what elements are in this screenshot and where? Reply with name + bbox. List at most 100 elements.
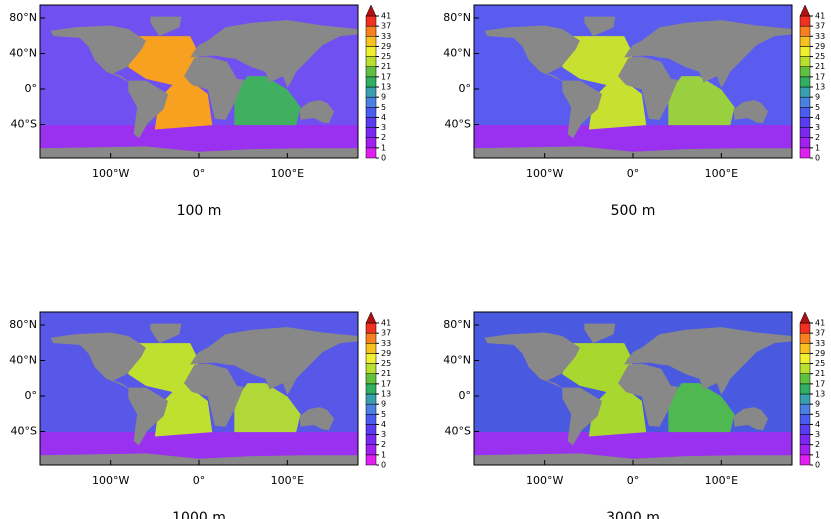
atlantic: [562, 36, 647, 130]
colorbar-band: [365, 56, 377, 67]
colorbar-label: 5: [815, 410, 820, 419]
colorbar-band: [365, 147, 377, 159]
colorbar-label: 37: [815, 329, 825, 338]
colorbar-band: [799, 322, 811, 334]
map: [40, 312, 358, 465]
land: [584, 323, 616, 344]
map-panel: 80°N 40°N 0° 40°S 100°W 0° 100°E 500 m 0 12345913…: [443, 4, 825, 219]
colorbar-label: 1: [381, 143, 386, 152]
lat-tick-label: 80°N: [9, 318, 37, 331]
land: [128, 387, 169, 446]
colorbar-label: 21: [381, 62, 391, 71]
colorbar-label: 9: [381, 93, 386, 102]
colorbar-band: [365, 107, 377, 118]
map: [474, 312, 792, 465]
colorbar-label: 25: [815, 52, 825, 61]
colorbar-band: [365, 383, 377, 395]
colorbar-label: 3: [815, 430, 820, 439]
panel-caption: 500 m: [611, 203, 656, 219]
land: [617, 56, 679, 120]
land: [733, 100, 769, 124]
land: [40, 453, 358, 465]
lon-tick-label: 0°: [627, 474, 640, 487]
lat-tick-label: 40°N: [9, 47, 37, 60]
colorbar-label: 13: [815, 83, 825, 92]
atlantic: [562, 343, 647, 437]
map: [474, 5, 792, 158]
lon-tick-label: 100°E: [705, 474, 738, 487]
atlantic: [128, 36, 213, 130]
colorbar-label: 0: [815, 461, 820, 470]
colorbar-band: [365, 66, 377, 78]
colorbar-band: [799, 383, 811, 395]
lat-tick-label: 0°: [459, 389, 472, 402]
colorbar-label: 29: [815, 349, 825, 358]
land: [50, 332, 146, 390]
colorbar-band: [365, 454, 377, 466]
colorbar-band: [799, 147, 811, 159]
colorbar-band: [799, 414, 811, 425]
colorbar-label: 2: [815, 133, 820, 142]
colorbar-label: 9: [381, 400, 386, 409]
colorbar-label: 13: [815, 390, 825, 399]
colorbar-label: 3: [815, 123, 820, 132]
land: [562, 80, 603, 139]
colorbar-label: 17: [381, 72, 391, 81]
colorbar-band: [799, 117, 811, 128]
colorbar-band: [365, 322, 377, 334]
colorbar-band: [799, 96, 811, 108]
lon-tick-label: 0°: [193, 167, 206, 180]
colorbar-band: [799, 76, 811, 88]
lon-tick-label: 0°: [193, 474, 206, 487]
land: [484, 332, 580, 390]
colorbar-label: 37: [815, 22, 825, 31]
lat-tick-label: 40°N: [443, 354, 471, 367]
colorbar-band: [799, 332, 811, 344]
lon-tick-label: 100°W: [92, 474, 129, 487]
colorbar-label: 21: [815, 369, 825, 378]
colorbar-label: 5: [815, 103, 820, 112]
lat-tick-label: 0°: [25, 82, 38, 95]
colorbar-label: 29: [381, 349, 391, 358]
colorbar-label: 5: [381, 103, 386, 112]
lon-tick-label: 100°W: [92, 167, 129, 180]
colorbar-band: [365, 86, 377, 98]
colorbar-band: [799, 56, 811, 67]
colorbar-band: [799, 444, 811, 456]
land: [299, 100, 335, 124]
indian-ocean: [234, 383, 301, 433]
colorbar-label: 21: [381, 369, 391, 378]
lat-tick-label: 40°S: [445, 118, 471, 131]
colorbar-band: [799, 424, 811, 435]
land: [474, 453, 792, 465]
colorbar-label: 17: [815, 72, 825, 81]
colorbar-label: 41: [381, 319, 391, 328]
colorbar-label: 13: [381, 390, 391, 399]
colorbar-band: [799, 127, 811, 138]
colorbar-band: [365, 444, 377, 456]
colorbar-label: 17: [815, 379, 825, 388]
colorbar-band: [799, 15, 811, 27]
land: [183, 363, 245, 427]
colorbar-band: [365, 332, 377, 344]
lon-tick-label: 100°W: [526, 167, 563, 180]
colorbar-band: [365, 343, 377, 354]
land: [150, 16, 182, 37]
colorbar-label: 4: [381, 113, 386, 122]
colorbar-label: 4: [815, 113, 820, 122]
colorbar-label: 3: [381, 123, 386, 132]
lat-tick-label: 80°N: [443, 318, 471, 331]
colorbar-label: 17: [381, 379, 391, 388]
colorbar-band: [365, 25, 377, 37]
land: [40, 146, 358, 158]
colorbar-band: [365, 76, 377, 88]
lon-tick-label: 0°: [627, 167, 640, 180]
colorbar-label: 41: [381, 12, 391, 21]
colorbar-label: 1: [815, 450, 820, 459]
colorbar-label: 21: [815, 62, 825, 71]
lat-tick-label: 40°N: [443, 47, 471, 60]
land: [128, 80, 169, 139]
